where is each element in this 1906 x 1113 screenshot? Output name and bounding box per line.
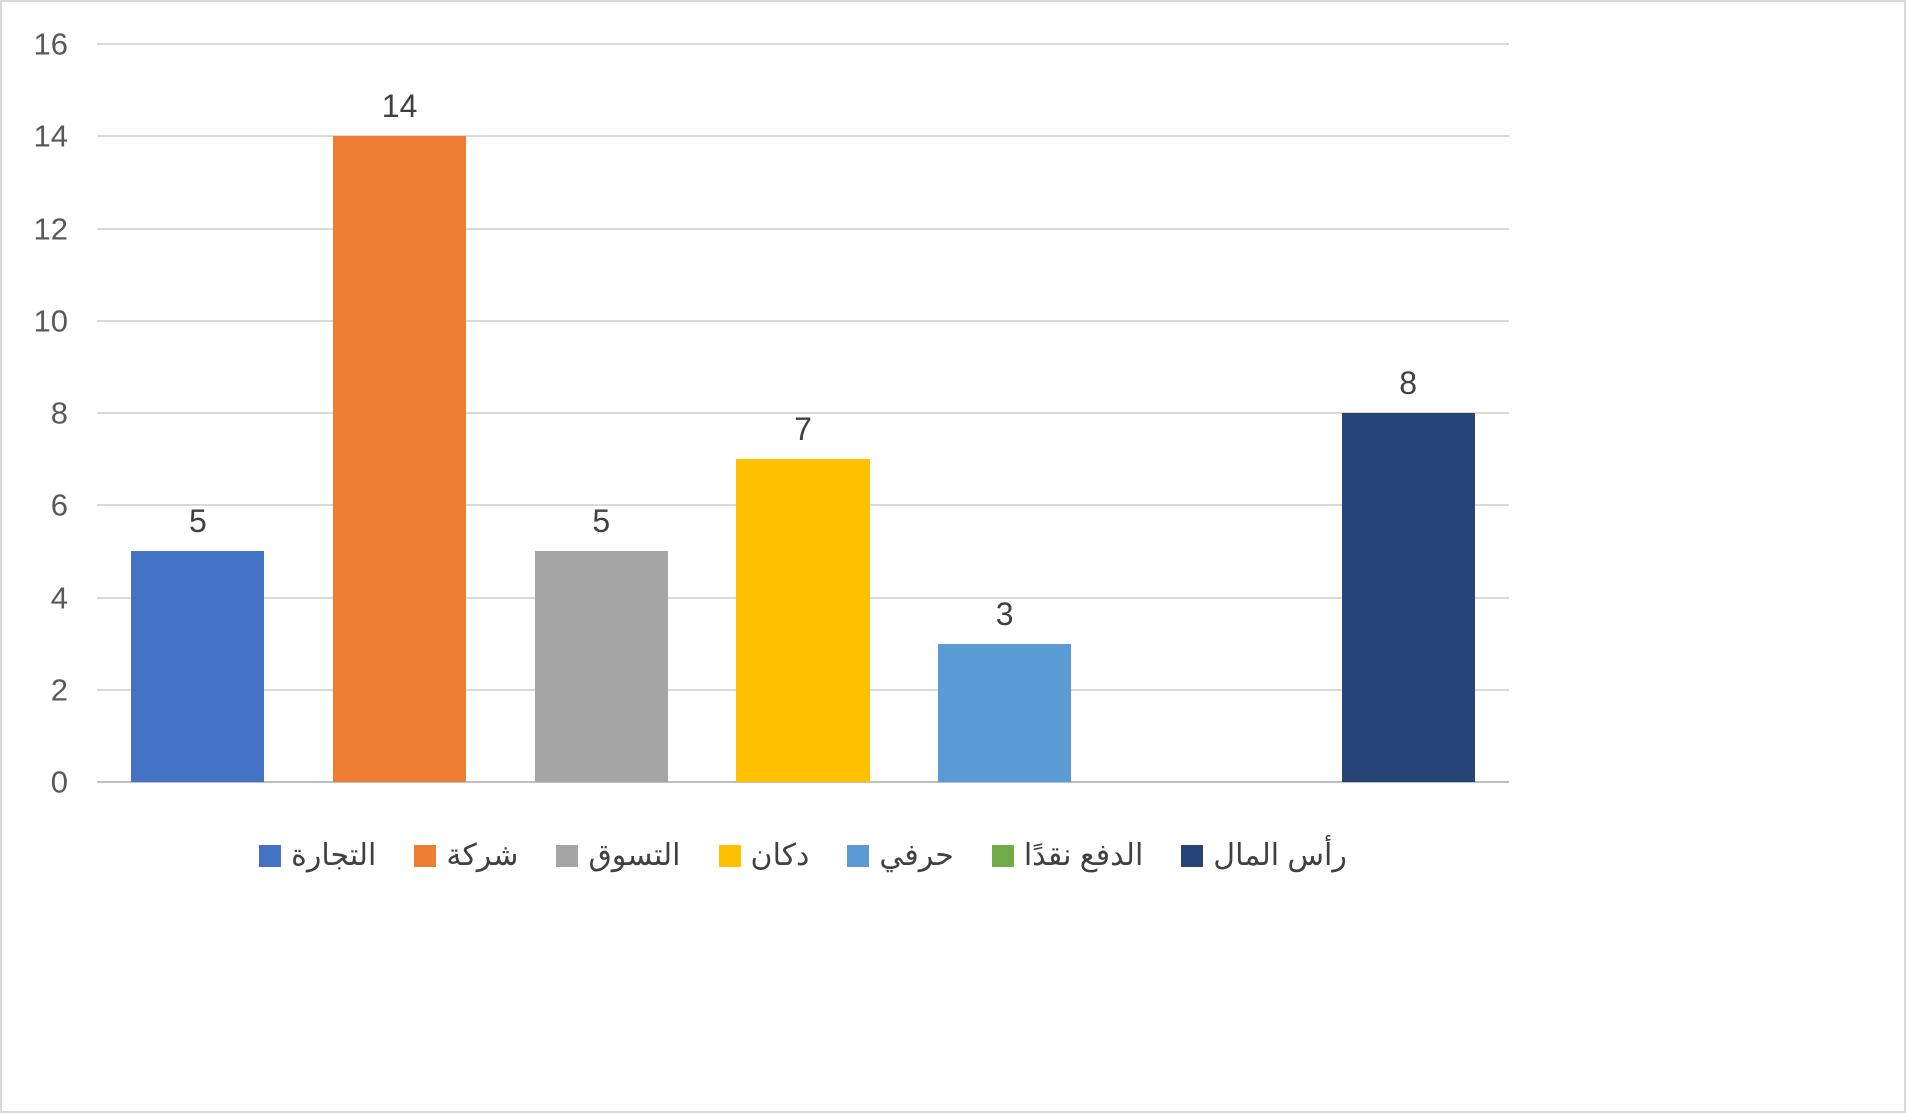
- y-tick-label: 14: [33, 118, 68, 154]
- legend: التجارة شركة التسوق دكان حرفي الدفع نقدًا رأس …: [97, 838, 1509, 874]
- bar-value-label: 7: [794, 411, 812, 448]
- legend-swatch-icon: [556, 845, 579, 867]
- bar-series-2[interactable]: [333, 136, 467, 782]
- legend-item-3[interactable]: التسوق: [556, 838, 681, 874]
- y-tick-label: 2: [50, 672, 68, 708]
- legend-label: شركة: [446, 839, 519, 872]
- bar-series-7[interactable]: [1341, 413, 1475, 782]
- legend-item-4[interactable]: دكان: [718, 838, 810, 874]
- legend-swatch-icon: [259, 845, 282, 867]
- legend-swatch-icon: [847, 845, 870, 867]
- y-tick-label: 6: [50, 487, 68, 523]
- y-tick-label: 10: [33, 303, 68, 339]
- legend-item-6[interactable]: الدفع نقدًا: [991, 838, 1144, 874]
- legend-item-7[interactable]: رأس المال: [1181, 838, 1347, 874]
- x-axis-line: [97, 781, 1509, 783]
- y-tick-label: 4: [50, 580, 68, 615]
- gridline: [97, 43, 1509, 45]
- bar-series-1[interactable]: [131, 551, 265, 782]
- y-tick-label: 8: [50, 395, 68, 431]
- bar-value-label: 3: [995, 595, 1014, 632]
- legend-label: دكان: [750, 839, 810, 872]
- bar-value-label: 5: [592, 503, 611, 540]
- bar-series-5[interactable]: [938, 643, 1072, 782]
- legend-label: التسوق: [588, 839, 681, 872]
- y-axis: 0 2 4 6 8 10 12 14 16: [2, 29, 84, 798]
- legend-item-2[interactable]: شركة: [414, 838, 518, 874]
- legend-label: حرفي: [879, 839, 954, 872]
- bar-series-3[interactable]: [534, 551, 668, 782]
- bar-value-label: 14: [381, 88, 418, 125]
- plot-area: 5 14 5 7 3 8: [97, 43, 1509, 783]
- legend-item-5[interactable]: حرفي: [847, 838, 954, 874]
- y-tick-label: 12: [33, 211, 68, 246]
- y-tick-label: 16: [33, 26, 68, 62]
- legend-item-1[interactable]: التجارة: [259, 838, 376, 874]
- gridline: [97, 227, 1509, 230]
- legend-label: الدفع نقدًا: [1023, 839, 1144, 872]
- legend-swatch-icon: [1181, 845, 1204, 867]
- y-tick-label: 0: [50, 764, 68, 800]
- legend-swatch-icon: [718, 845, 741, 867]
- bar-series-4[interactable]: [736, 459, 870, 782]
- gridline: [97, 135, 1509, 138]
- bar-value-label: 5: [188, 503, 207, 540]
- gridline: [97, 412, 1509, 414]
- legend-swatch-icon: [414, 845, 437, 867]
- legend-label: التجارة: [291, 839, 377, 872]
- legend-swatch-icon: [991, 845, 1014, 867]
- legend-label: رأس المال: [1213, 839, 1347, 872]
- gridline: [97, 319, 1509, 322]
- bar-value-label: 8: [1399, 365, 1418, 401]
